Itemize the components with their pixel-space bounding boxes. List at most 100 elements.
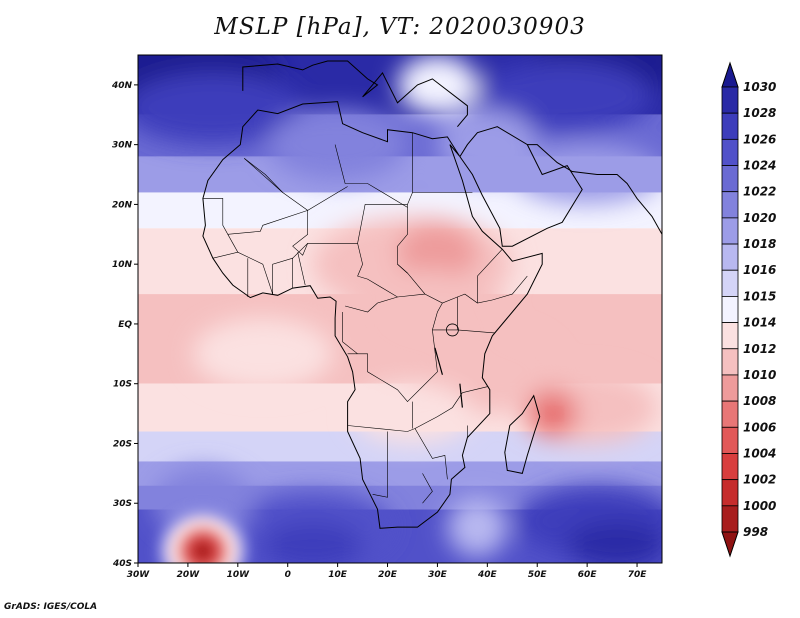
country-border <box>292 204 408 256</box>
colorbar-label: 1018 <box>743 237 776 251</box>
south-atlantic-low <box>157 509 248 563</box>
lat-tick-label: 40S <box>112 559 132 569</box>
colorbar-segment <box>721 479 739 507</box>
country-border <box>345 296 398 313</box>
colorbar-label: 1016 <box>743 263 776 277</box>
country-border <box>227 234 239 253</box>
cape-ridge <box>447 497 508 558</box>
lon-tick-label: 30W <box>127 570 151 580</box>
lat-tick-label: 10S <box>113 380 132 390</box>
colorbar-segment <box>721 112 739 140</box>
colorbar-label: 1015 <box>743 289 776 303</box>
colorbar-label: 1002 <box>743 473 776 487</box>
colorbar-label: 1028 <box>743 106 776 120</box>
country-border <box>297 252 306 286</box>
lon-tick-label: 0 <box>285 570 291 580</box>
europe-coastline <box>242 60 468 128</box>
colorbar-label: 998 <box>743 525 768 539</box>
country-border <box>334 144 408 208</box>
colorbar-segment <box>721 269 739 297</box>
lat-tick-label: EQ <box>118 320 132 330</box>
mozambique-low-core <box>548 408 561 419</box>
colorbar-segment <box>721 86 739 114</box>
colorbar-segment <box>721 217 739 245</box>
country-border <box>462 386 488 393</box>
country-border <box>492 275 528 301</box>
colorbar-label: 1004 <box>743 446 776 460</box>
country-border <box>212 251 273 295</box>
pressure-field <box>138 55 662 563</box>
country-border <box>244 158 283 193</box>
colorbar-segment <box>721 400 739 428</box>
colorbar-label: 1014 <box>743 316 776 330</box>
country-border <box>372 431 388 498</box>
nw-high-ring <box>138 72 303 145</box>
colorbar-segment <box>721 138 739 166</box>
lat-tick-label: 10N <box>112 260 133 270</box>
colorbar-label: 1026 <box>743 132 776 146</box>
colorbar-bottom-arrow <box>721 531 739 558</box>
colorbar-segment <box>721 243 739 271</box>
colorbar: 1030 1028 1026 1024 1022 1020 1018 1016 1015 1014… <box>721 61 776 558</box>
country-border <box>347 302 443 403</box>
colorbar-label: 1012 <box>743 342 776 356</box>
lon-tick-label: 40E <box>477 570 498 580</box>
arabia-ridge <box>437 108 538 181</box>
lake-malawi <box>459 383 463 408</box>
lon-tick-label: 20W <box>177 570 201 580</box>
lat-tick-labels: 40N 30N 20N 10N EQ 10S 20S 30S 40S <box>111 81 138 569</box>
lon-tick-label: 10E <box>328 570 348 580</box>
colorbar-segment <box>721 426 739 454</box>
med-low <box>397 55 478 115</box>
colorbar-label: 1024 <box>743 159 776 173</box>
lon-tick-label: 70E <box>628 570 648 580</box>
lon-tick-label: 20E <box>378 570 398 580</box>
lat-tick-label: 20S <box>113 439 132 449</box>
country-border <box>397 192 493 304</box>
si-high-core <box>567 521 662 563</box>
country-border <box>477 248 503 303</box>
colorbar-label: 1010 <box>743 368 776 382</box>
madagascar-coastline <box>504 394 541 474</box>
lat-tick-label: 30S <box>113 499 132 509</box>
map-frame <box>137 54 663 564</box>
arabia-east <box>512 144 662 205</box>
africa-coastline <box>202 101 543 529</box>
lon-tick-label: 10W <box>227 570 251 580</box>
asia-coastline <box>527 144 662 235</box>
arabia-coastline <box>459 126 583 247</box>
pressure-band <box>138 461 662 486</box>
gulf-guinea <box>192 317 333 390</box>
colorbar-segment <box>721 348 739 376</box>
country-border <box>347 392 463 432</box>
lon-tick-label: 30E <box>428 570 448 580</box>
country-border <box>342 312 358 355</box>
sudan-low <box>397 222 478 283</box>
lat-tick-label: 30N <box>112 141 133 151</box>
grads-credit: GrADS: IGES/COLA <box>4 602 98 612</box>
lake-victoria <box>445 323 459 337</box>
country-border <box>422 473 433 504</box>
colorbar-label: 1030 <box>743 80 776 94</box>
colorbar-segment <box>721 165 739 193</box>
country-border <box>244 158 348 211</box>
map-title: MSLP [hPa], VT: 2020030903 <box>214 14 586 40</box>
colorbar-segment <box>721 505 739 533</box>
colorbar-label: 1022 <box>743 185 776 199</box>
country-border <box>414 428 448 480</box>
colorbar-label: 1008 <box>743 394 776 408</box>
colorbar-label: 1006 <box>743 420 776 434</box>
lon-tick-labels: 30W 20W 10W 0 10E 20E 30E 40E 50E 60E 70E <box>127 563 647 580</box>
country-border <box>357 243 426 298</box>
colorbar-label: 1000 <box>743 499 776 513</box>
low-contour <box>192 541 213 561</box>
lat-tick-label: 40N <box>111 81 133 91</box>
lon-tick-label: 50E <box>528 570 548 580</box>
colorbar-segment <box>721 191 739 219</box>
pressure-blobs <box>138 55 662 563</box>
sahara-ridge <box>267 108 408 181</box>
colorbar-segment <box>721 453 739 481</box>
lat-tick-label: 20N <box>112 200 133 210</box>
colorbar-segment <box>721 296 739 323</box>
colorbar-top-arrow <box>721 61 739 88</box>
